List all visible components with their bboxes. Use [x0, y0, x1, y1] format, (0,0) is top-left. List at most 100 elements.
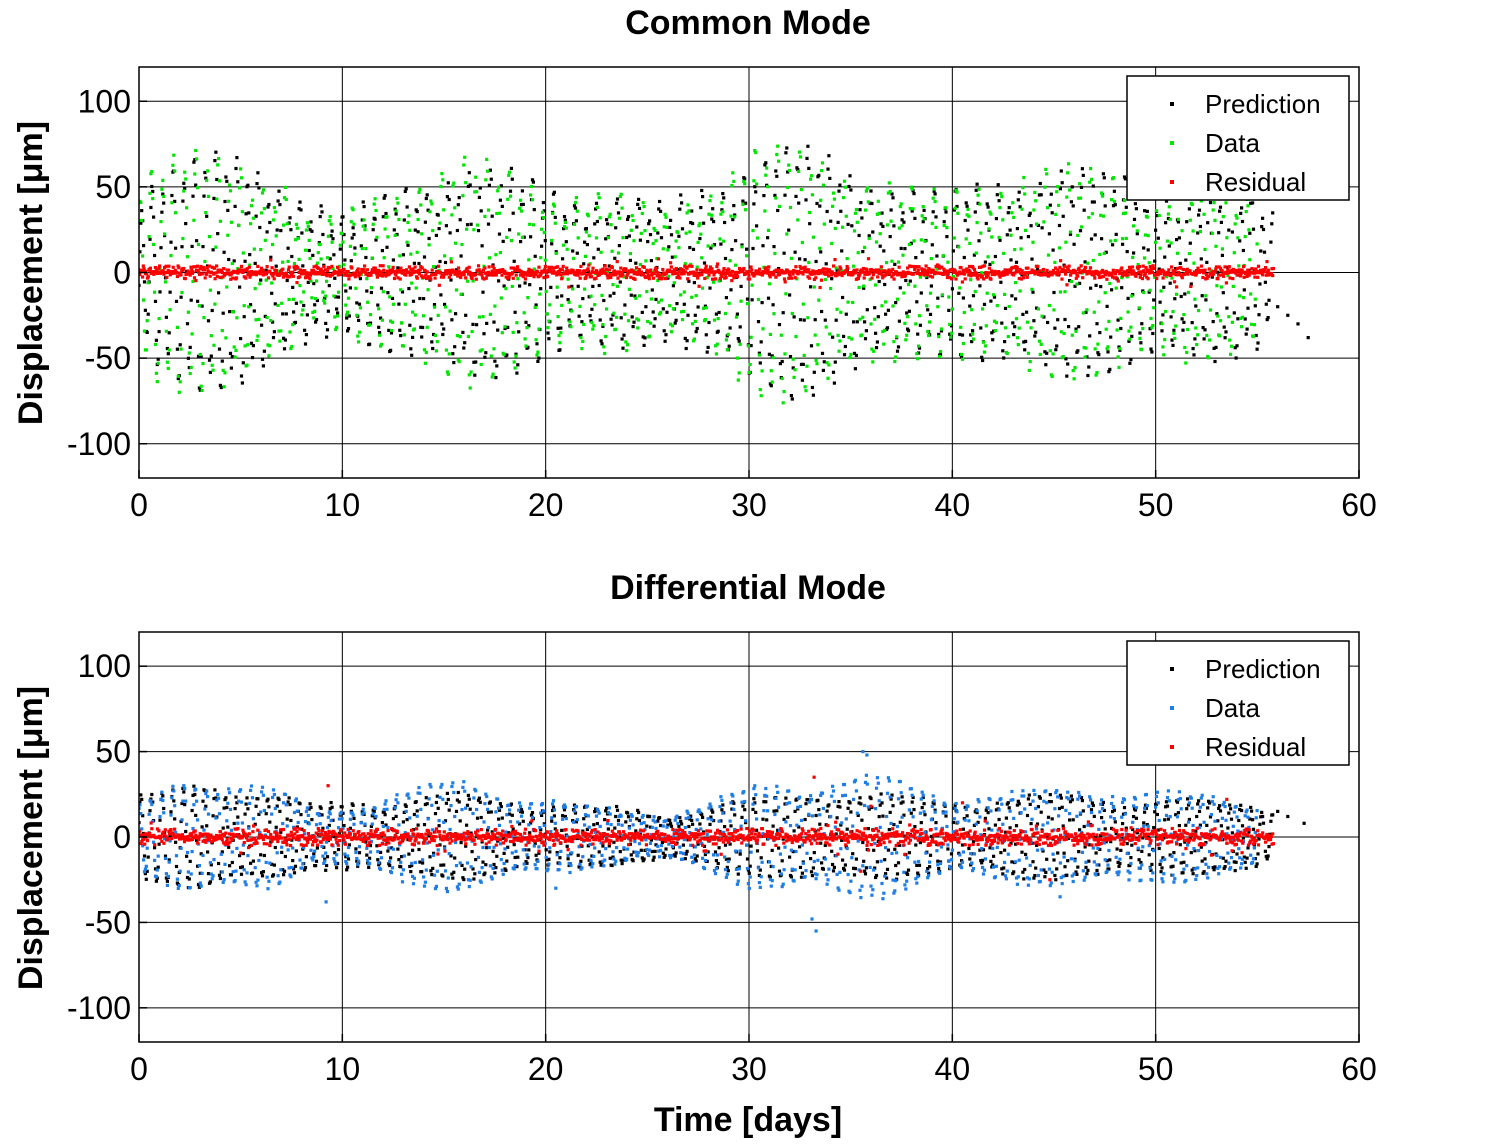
data-point [780, 859, 784, 863]
data-point [864, 329, 868, 333]
data-point [396, 201, 400, 205]
data-point [365, 853, 369, 857]
data-point [954, 277, 958, 281]
data-point [1171, 343, 1175, 347]
data-point [612, 840, 616, 844]
data-point [444, 272, 448, 276]
data-point [265, 265, 269, 269]
x-tick-label: 60 [1341, 487, 1377, 523]
data-point [577, 271, 581, 275]
data-point [248, 253, 252, 257]
data-point [923, 270, 927, 274]
data-point [765, 166, 769, 170]
data-point [525, 861, 529, 865]
data-point [580, 320, 584, 324]
data-point [576, 236, 580, 240]
data-point [271, 873, 276, 877]
data-point [758, 388, 762, 392]
data-point [894, 355, 898, 359]
data-point [348, 244, 352, 248]
data-point [558, 269, 562, 273]
data-point [574, 820, 578, 824]
data-point [833, 226, 837, 230]
data-point [563, 220, 567, 224]
data-point [150, 184, 154, 189]
data-point [847, 184, 851, 189]
data-point [990, 331, 994, 335]
data-point [576, 273, 580, 277]
data-point [577, 314, 581, 318]
data-point [1013, 325, 1017, 329]
data-point [668, 225, 672, 229]
data-point [230, 261, 234, 266]
data-point [417, 847, 421, 852]
data-point [856, 277, 860, 281]
data-point [1253, 275, 1257, 279]
data-point [601, 267, 605, 271]
data-point [185, 255, 190, 259]
data-point [174, 211, 178, 215]
data-point [901, 211, 905, 215]
data-point [824, 823, 828, 827]
data-point [561, 264, 565, 268]
data-point [608, 212, 612, 216]
data-point [257, 186, 261, 190]
data-point [432, 303, 437, 307]
data-point [436, 213, 440, 217]
data-point [1097, 353, 1101, 357]
data-point [916, 357, 920, 361]
data-point [357, 340, 361, 344]
data-point [1227, 265, 1231, 269]
data-point [292, 871, 297, 875]
data-point [1215, 312, 1219, 316]
data-point [831, 204, 835, 208]
data-point [924, 264, 928, 268]
data-point [920, 806, 924, 810]
data-point [200, 825, 204, 829]
data-point [365, 289, 369, 293]
data-point [739, 299, 743, 303]
data-point [991, 338, 995, 342]
data-point [688, 246, 692, 250]
data-point [346, 296, 351, 300]
data-point [691, 247, 696, 251]
data-point [681, 309, 685, 313]
data-point [1192, 261, 1196, 265]
data-point [189, 365, 193, 369]
data-point [937, 264, 941, 268]
data-point [292, 262, 297, 266]
data-point [449, 260, 453, 264]
data-point [1030, 257, 1034, 261]
data-point [1057, 272, 1061, 276]
data-point [714, 270, 718, 274]
data-point [778, 362, 782, 366]
data-point [289, 228, 293, 232]
data-point [424, 273, 428, 277]
data-point [497, 185, 501, 189]
data-point [979, 265, 983, 269]
data-point [646, 271, 650, 275]
data-point [636, 808, 640, 812]
data-point [529, 813, 534, 817]
data-point [228, 864, 232, 868]
data-point [163, 854, 168, 858]
data-point [474, 175, 478, 179]
data-point [770, 354, 774, 358]
data-point [723, 220, 727, 225]
data-point [597, 850, 601, 854]
data-point [870, 347, 874, 351]
data-point [195, 264, 199, 268]
data-point [348, 826, 352, 830]
data-point [840, 273, 844, 278]
data-point [591, 284, 595, 288]
data-point [279, 830, 283, 834]
data-point [995, 193, 999, 197]
data-point [434, 233, 438, 237]
data-point [1264, 302, 1268, 306]
data-point [414, 208, 418, 212]
data-point [235, 156, 239, 160]
data-point [787, 276, 791, 280]
data-point [1025, 275, 1029, 279]
data-point [615, 201, 619, 205]
data-point [1196, 266, 1200, 270]
